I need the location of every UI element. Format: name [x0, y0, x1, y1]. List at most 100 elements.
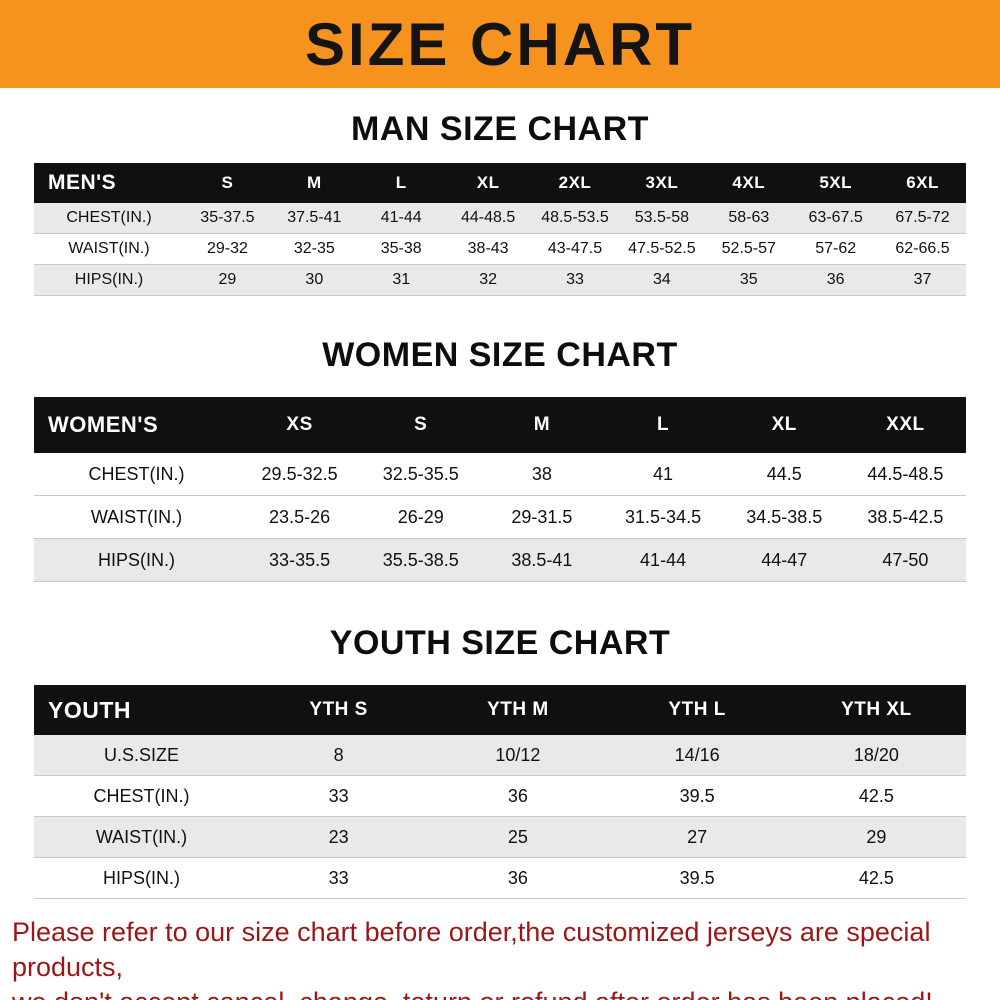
size-value: 39.5 — [679, 785, 715, 806]
row-label: WAIST(IN.) — [90, 506, 183, 527]
row-label: HIPS(IN.) — [97, 549, 175, 570]
size-value: 41 — [653, 463, 674, 484]
row-label: U.S.SIZE — [103, 744, 179, 765]
size-value: 44.5-48.5 — [867, 463, 944, 484]
table-row: CHEST(IN.) 35-37.5 37.5-41 41-44 44-48.5 48.5… — [34, 203, 966, 235]
table-row: HIPS(IN.) 29 30 31 32 33 34 35 36 37 — [34, 265, 966, 297]
womens-section-heading: WOMEN SIZE CHART — [322, 336, 678, 375]
youth-table-title: YOUTH — [48, 696, 131, 723]
mens-section-heading: MAN SIZE CHART — [351, 110, 649, 148]
size-value: 31 — [392, 271, 411, 289]
size-value: 35-38 — [380, 240, 422, 258]
mens-table-header-row: MEN'S S M L XL 2XL 3XL 4XL 5XL 6XL — [34, 163, 966, 204]
footer-line-1: Please refer to our size chart before or… — [12, 917, 931, 983]
size-value: 38.5-41 — [511, 549, 573, 570]
womens-size-section: WOMEN SIZE CHART WOMEN'S XS S M L XL XXL CHEST(I… — [0, 336, 1000, 583]
womens-column-header: XS — [286, 414, 313, 436]
mens-column-header: 3XL — [645, 173, 679, 193]
youth-column-header: YTH M — [487, 699, 549, 721]
womens-column-header: XXL — [886, 414, 925, 436]
size-value: 32.5-35.5 — [382, 463, 459, 484]
table-row: HIPS(IN.) 33-35.5 35.5-38.5 38.5-41 41-44 44-… — [34, 539, 966, 583]
mens-column-header: 4XL — [732, 173, 766, 193]
table-row: WAIST(IN.) 23 25 27 29 — [34, 817, 966, 859]
row-label: HIPS(IN.) — [102, 867, 180, 888]
size-value: 36 — [507, 867, 528, 888]
mens-size-section: MAN SIZE CHART MEN'S S M L XL 2XL 3XL 4XL 5XL 6XL C… — [0, 110, 1000, 297]
size-value: 29 — [866, 826, 887, 847]
size-value: 34.5-38.5 — [746, 506, 823, 527]
size-value: 32 — [479, 271, 497, 289]
size-value: 37 — [913, 271, 932, 289]
size-value: 44-47 — [761, 549, 808, 570]
mens-column-header: 6XL — [906, 173, 939, 193]
size-value: 32-35 — [293, 240, 335, 258]
size-value: 47.5-52.5 — [628, 240, 696, 258]
womens-column-header: M — [533, 414, 551, 436]
size-value: 44.5 — [766, 463, 802, 484]
size-value: 36 — [826, 271, 845, 289]
size-value: 30 — [305, 271, 324, 289]
size-value: 14/16 — [674, 744, 720, 765]
size-value: 29-32 — [206, 240, 248, 258]
size-value: 34 — [652, 271, 671, 289]
row-label: HIPS(IN.) — [74, 271, 144, 289]
size-value: 57-62 — [815, 240, 857, 258]
size-value: 35-37.5 — [200, 209, 255, 227]
size-value: 23 — [328, 826, 349, 847]
size-value: 33 — [566, 271, 584, 289]
size-value: 23.5-26 — [269, 506, 331, 527]
size-value: 26-29 — [397, 506, 444, 527]
size-value: 53.5-58 — [634, 209, 690, 227]
womens-column-header: S — [414, 414, 428, 436]
size-value: 38.5-42.5 — [867, 506, 944, 527]
size-value: 63-67.5 — [808, 209, 863, 227]
size-value: 41-44 — [640, 549, 687, 570]
size-value: 36 — [507, 785, 528, 806]
youth-section-heading: YOUTH SIZE CHART — [329, 624, 671, 663]
mens-column-header: XL — [476, 173, 500, 193]
table-row: U.S.SIZE 8 10/12 14/16 18/20 — [34, 735, 966, 777]
size-value: 33 — [328, 867, 349, 888]
mens-column-header: S — [221, 173, 234, 193]
size-chart-sections: MAN SIZE CHART MEN'S S M L XL 2XL 3XL 4XL 5XL 6XL C… — [0, 110, 1000, 900]
womens-table-header-row: WOMEN'S XS S M L XL XXL — [34, 397, 966, 454]
youth-column-header: YTH L — [668, 699, 726, 721]
size-value: 52.5-57 — [721, 240, 776, 258]
size-value: 33-35.5 — [269, 549, 331, 570]
size-value: 29.5-32.5 — [261, 463, 338, 484]
mens-column-header: M — [306, 173, 322, 193]
size-value: 37.5-41 — [287, 209, 342, 227]
size-value: 67.5-72 — [895, 209, 950, 227]
size-value: 38-43 — [467, 240, 509, 258]
table-row: CHEST(IN.) 29.5-32.5 32.5-35.5 38 41 44.5 44.5… — [34, 453, 966, 497]
size-value: 27 — [687, 826, 708, 847]
size-value: 35.5-38.5 — [382, 549, 459, 570]
row-label: CHEST(IN.) — [93, 785, 190, 806]
row-label: CHEST(IN.) — [88, 463, 185, 484]
size-value: 25 — [507, 826, 528, 847]
size-value: 42.5 — [858, 785, 894, 806]
womens-column-header: XL — [771, 414, 797, 436]
banner: SIZE CHART — [0, 0, 1000, 88]
mens-column-header: L — [395, 173, 407, 193]
womens-table-title: WOMEN'S — [48, 412, 159, 438]
mens-size-table: MEN'S S M L XL 2XL 3XL 4XL 5XL 6XL CHEST(IN.) 35-37… — [34, 163, 966, 297]
size-value: 58-63 — [728, 209, 770, 227]
size-value: 42.5 — [858, 867, 894, 888]
mens-table-title: MEN'S — [48, 171, 117, 195]
table-row: WAIST(IN.) 29-32 32-35 35-38 38-43 43-47.5 47.… — [34, 234, 966, 266]
youth-column-header: YTH XL — [841, 699, 912, 721]
size-value: 29-31.5 — [511, 506, 573, 527]
footer-line-2: we don't accept cancel, change, teturn o… — [12, 985, 988, 1000]
womens-column-header: L — [657, 414, 670, 436]
youth-size-section: YOUTH SIZE CHART YOUTH YTH S YTH M YTH L YTH … — [0, 624, 1000, 900]
size-value: 41-44 — [380, 209, 422, 227]
size-value: 43-47.5 — [547, 240, 603, 258]
size-value: 39.5 — [679, 867, 715, 888]
womens-size-table: WOMEN'S XS S M L XL XXL CHEST(IN.) 29.5-32.5 32.5… — [34, 397, 966, 583]
size-value: 38 — [531, 463, 552, 484]
size-value: 10/12 — [495, 744, 541, 765]
footer-note: Please refer to our size chart before or… — [0, 899, 1000, 1000]
